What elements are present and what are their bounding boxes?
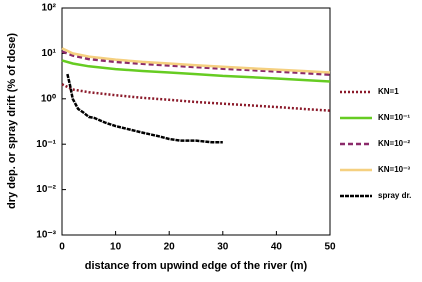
series-line	[61, 59, 331, 83]
x-tick-label: 50	[324, 242, 336, 253]
series-line	[61, 83, 331, 112]
x-tick-label: 30	[217, 242, 229, 253]
y-axis-label: dry dep. or spray drift (% of dose)	[6, 33, 18, 209]
legend-label: KN=1	[378, 87, 399, 96]
plot-frame	[61, 7, 331, 236]
legend-label: KN=10⁻¹	[378, 113, 410, 122]
series-line	[66, 73, 223, 144]
y-tick-label: 10⁻³	[36, 230, 56, 241]
series-line	[61, 47, 331, 74]
y-tick-label: 10⁻¹	[36, 139, 56, 150]
series-line	[61, 50, 331, 76]
y-tick-label: 10¹	[42, 48, 57, 59]
legend-label: spray dr.	[378, 191, 411, 200]
x-axis-label: distance from upwind edge of the river (…	[85, 260, 308, 272]
x-tick-label: 0	[59, 242, 65, 253]
x-tick-label: 20	[164, 242, 176, 253]
y-tick-label: 10⁰	[41, 93, 56, 104]
y-tick-label: 10⁻²	[36, 184, 56, 195]
y-tick-label: 10²	[42, 3, 57, 14]
x-tick-label: 10	[110, 242, 122, 253]
x-tick-label: 40	[271, 242, 283, 253]
legend-label: KN=10⁻²	[378, 139, 410, 148]
legend-label: KN=10⁻³	[378, 165, 410, 174]
